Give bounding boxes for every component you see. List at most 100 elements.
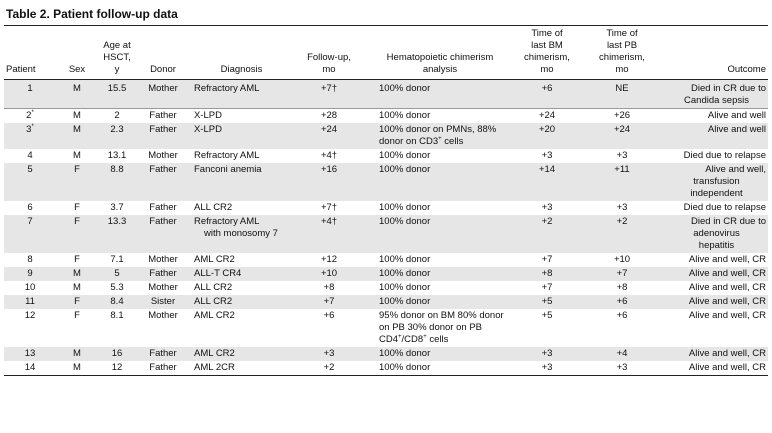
cell-chimerism: 100% donor — [365, 267, 515, 281]
header-row: Patient Sex Age at HSCT, y Donor Diagnos… — [4, 26, 768, 80]
cell-pb-time: +8 — [616, 282, 628, 293]
cell-followup: +24 — [293, 123, 365, 149]
cell-donor: Mother — [148, 150, 178, 161]
cell-age: 16 — [98, 347, 136, 361]
cell-diagnosis-line: ALL-T CR4 — [194, 268, 242, 279]
cell-age: 13.3 — [98, 215, 136, 253]
cell-donor: Mother — [148, 282, 178, 293]
cell-patient: 7 — [4, 215, 56, 253]
cell-sex: M — [73, 150, 81, 161]
table-row: 12 F 8.1 Mother AML CR2 +6 95% donor on BM 80%… — [4, 309, 768, 347]
cell-followup: +7† — [320, 202, 338, 213]
cell-age: 12 — [98, 361, 136, 376]
cell-chimerism-line: 100% donor — [379, 362, 431, 373]
cell-outcome-line: Alive and well — [707, 110, 766, 121]
cell-age: 8.1 — [110, 310, 124, 321]
cell-outcome-line: Alive and well — [707, 124, 766, 135]
cell-diagnosis: Refractory AML with monosomy 7 — [190, 215, 293, 253]
cell-bm-time: +7 — [541, 282, 553, 293]
cell-sex: F — [56, 295, 98, 309]
header-followup-line: mo — [322, 64, 336, 75]
cell-patient: 5 — [4, 163, 56, 201]
cell-diagnosis-line: Refractory AML — [194, 83, 260, 94]
cell-patient: 11 — [4, 295, 56, 309]
cell-age: 8.8 — [98, 163, 136, 201]
cell-sex: M — [56, 361, 98, 376]
cell-chimerism: 100% donor — [365, 347, 515, 361]
cell-age: 3.7 — [110, 202, 124, 213]
cell-outcome-line: Died in CR due to — [691, 83, 766, 94]
table-row: 7 F 13.3 Father Refractory AML with monosomy … — [4, 215, 768, 253]
header-pb-line: mo — [615, 64, 629, 75]
cell-outcome: Alive and well, CR — [665, 253, 768, 267]
cell-diagnosis-line: with monosomy 7 — [204, 228, 278, 239]
patient-followup-table: Patient Sex Age at HSCT, y Donor Diagnos… — [4, 26, 768, 376]
cell-outcome: Alive and well, CR — [665, 295, 768, 309]
cell-chimerism-line: 100% donor — [379, 202, 431, 213]
header-followup: Follow-up, mo — [293, 26, 365, 80]
header-bm-line: Time of — [531, 28, 563, 39]
cell-outcome: Alive and well, CR — [665, 361, 768, 376]
cell-bm-time: +7 — [541, 254, 553, 265]
cell-chimerism: 100% donor — [365, 79, 515, 109]
cell-chimerism-line: CD4+/CD8+ cells — [379, 333, 449, 345]
cell-followup: +7† — [293, 79, 365, 109]
cell-chimerism-line: 100% donor — [379, 268, 431, 279]
cell-diagnosis: AML CR2 — [190, 347, 293, 361]
table-row: 1 M 15.5 Mother Refractory AML +7† 100% donor +… — [4, 79, 768, 109]
cell-sex: M — [73, 282, 81, 293]
cell-sex: F — [56, 163, 98, 201]
cell-age: 2.3 — [98, 123, 136, 149]
cell-pb-time: +6 — [616, 310, 628, 321]
cell-chimerism: 95% donor on BM 80% donor on PB 30% donor… — [365, 309, 515, 347]
header-pb-time: Time of last PB chimerism, mo — [579, 26, 665, 80]
cell-pb-time: +11 — [579, 163, 665, 201]
cell-sex: M — [73, 110, 81, 121]
table-row: 10 M 5.3 Mother ALL CR2 +8 100% donor +7 +8 Alive… — [4, 281, 768, 295]
cell-patient: 14 — [4, 361, 56, 376]
cell-pb-time: +6 — [579, 295, 665, 309]
cell-followup: +7 — [293, 295, 365, 309]
cell-bm-time: +3 — [515, 347, 579, 361]
cell-pb-time: +3 — [616, 202, 628, 213]
cell-diagnosis-line: Refractory AML — [194, 150, 260, 161]
header-pb-line: last PB — [606, 40, 638, 51]
cell-outcome-line: Died in CR due to — [691, 216, 766, 227]
cell-donor: Father — [149, 110, 177, 121]
cell-patient: 12 — [24, 310, 36, 321]
cell-outcome-line: adenovirus — [693, 228, 740, 239]
cell-sex: F — [74, 254, 80, 265]
cell-outcome: Alive and well, CR — [665, 309, 768, 347]
header-sex: Sex — [56, 26, 98, 80]
cell-donor: Father — [136, 123, 190, 149]
cell-diagnosis-line: AML CR2 — [194, 254, 235, 265]
cell-diagnosis: Refractory AML — [190, 149, 293, 163]
cell-bm-time: +3 — [541, 150, 553, 161]
header-age-line: y — [114, 64, 120, 75]
cell-chimerism-line: 100% donor on PMNs, 88% — [379, 124, 497, 135]
cell-bm-time: +3 — [515, 361, 579, 376]
header-age-line: Age at — [103, 40, 131, 51]
cell-followup: +28 — [320, 110, 338, 121]
cell-pb-time: +3 — [579, 361, 665, 376]
cell-pb-time: +7 — [579, 267, 665, 281]
cell-sex: M — [56, 347, 98, 361]
cell-chimerism: 100% donor on PMNs, 88% donor on CD3+ cel… — [365, 123, 515, 149]
cell-chimerism-line: donor on CD3+ cells — [379, 135, 464, 147]
table-row: 4 M 13.1 Mother Refractory AML +4† 100% donor +… — [4, 149, 768, 163]
cell-outcome-line: Alive and well, CR — [688, 310, 766, 321]
cell-followup: +4† — [293, 215, 365, 253]
cell-followup: +10 — [293, 267, 365, 281]
cell-patient: 10 — [24, 282, 36, 293]
cell-chimerism: 100% donor — [365, 281, 515, 295]
cell-bm-time: +6 — [515, 79, 579, 109]
cell-age: 15.5 — [98, 79, 136, 109]
header-bm-time: Time of last BM chimerism, mo — [515, 26, 579, 80]
cell-outcome-line: Died due to relapse — [683, 202, 766, 213]
cell-chimerism: 100% donor — [365, 215, 515, 253]
cell-diagnosis: ALL-T CR4 — [190, 267, 293, 281]
cell-donor: Father — [136, 215, 190, 253]
cell-followup: +4† — [320, 150, 338, 161]
table-row: 2* M 2 Father X-LPD +28 100% donor +24 +26 Alive … — [4, 109, 768, 124]
cell-patient: 1 — [4, 79, 56, 109]
